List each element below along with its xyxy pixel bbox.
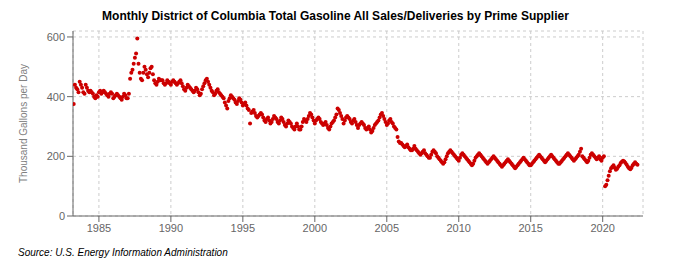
svg-text:2000: 2000 [303, 222, 327, 234]
svg-text:1995: 1995 [231, 222, 255, 234]
svg-text:2010: 2010 [447, 222, 471, 234]
svg-text:2005: 2005 [375, 222, 399, 234]
html-text:Monthly District of Columbia T: Monthly District of Columbia Total Gasol… [102, 9, 569, 23]
html-text:Source: U.S. Energy Informatio: Source: U.S. Energy Information Administ… [18, 247, 228, 258]
svg-text:400: 400 [47, 91, 65, 103]
svg-text:0: 0 [59, 210, 65, 222]
svg-text:600: 600 [47, 31, 65, 43]
svg-text:2015: 2015 [518, 222, 542, 234]
svg-text:1990: 1990 [159, 222, 183, 234]
svg-text:2020: 2020 [590, 222, 614, 234]
svg-text:Thousand Gallons per Day: Thousand Gallons per Day [18, 64, 29, 183]
svg-text:1985: 1985 [87, 222, 111, 234]
svg-text:200: 200 [47, 150, 65, 162]
